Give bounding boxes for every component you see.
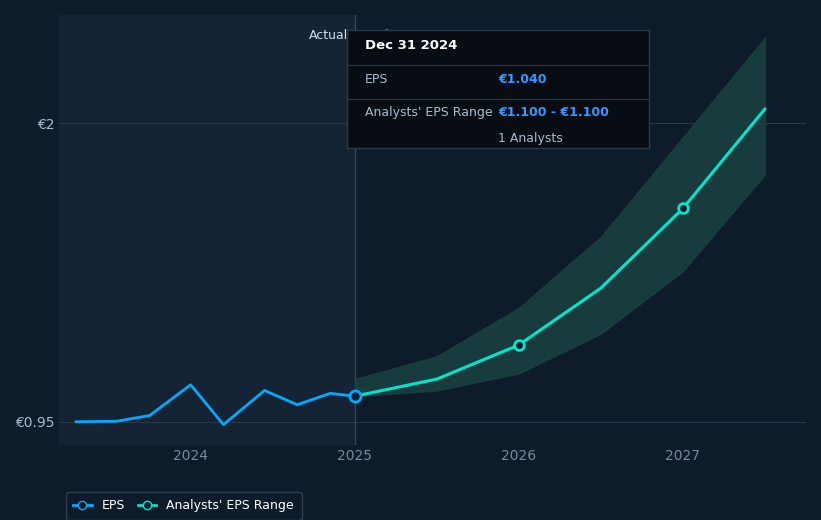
Bar bbox=[59, 15, 355, 445]
Text: €1.100 - €1.100: €1.100 - €1.100 bbox=[498, 106, 609, 119]
Text: Dec 31 2024: Dec 31 2024 bbox=[365, 40, 457, 53]
Text: Actual: Actual bbox=[309, 29, 348, 42]
Text: Analysts Forecasts: Analysts Forecasts bbox=[361, 29, 478, 42]
Text: 1 Analysts: 1 Analysts bbox=[498, 132, 562, 145]
Text: Analysts' EPS Range: Analysts' EPS Range bbox=[365, 106, 493, 119]
Text: EPS: EPS bbox=[365, 73, 388, 86]
Legend: EPS, Analysts' EPS Range: EPS, Analysts' EPS Range bbox=[66, 492, 301, 520]
Text: €1.040: €1.040 bbox=[498, 73, 547, 86]
